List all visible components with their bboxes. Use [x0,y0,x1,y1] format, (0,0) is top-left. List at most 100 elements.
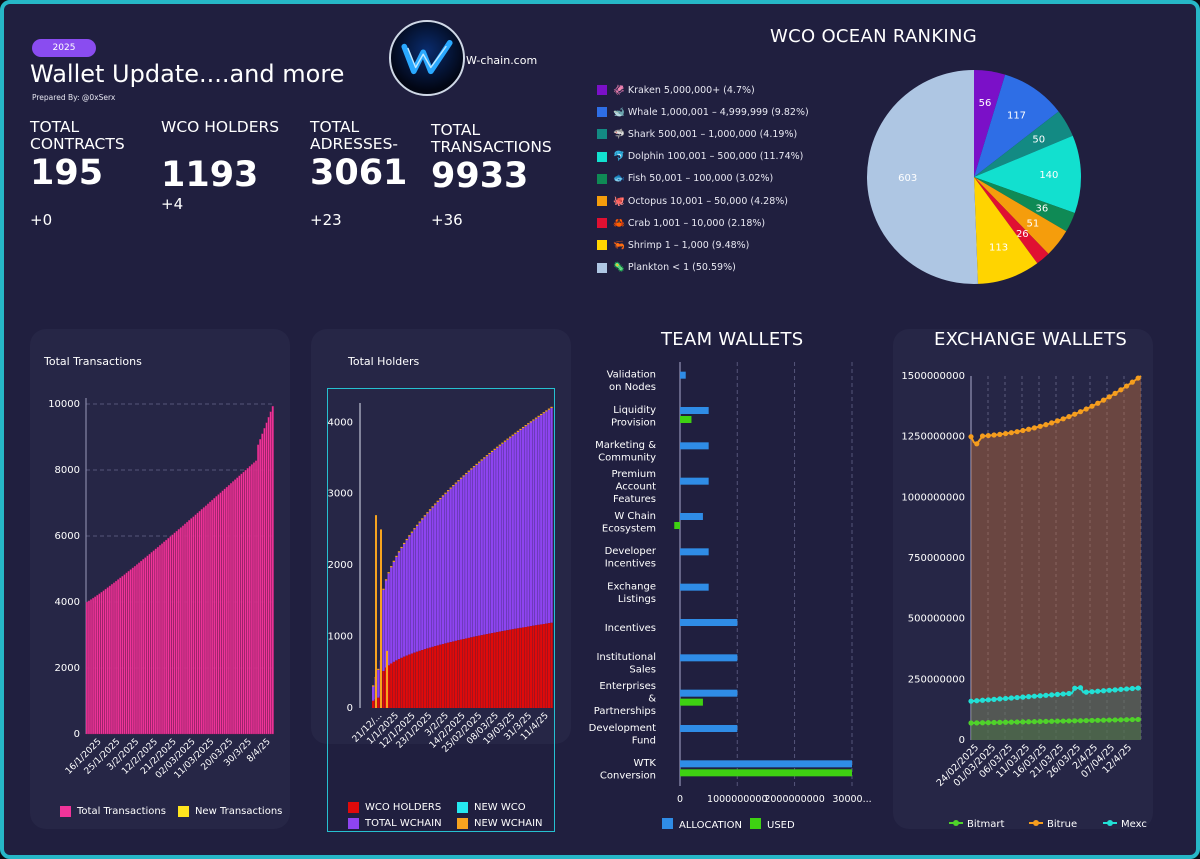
bar-wco-holders [372,700,375,708]
point-bitmart [1106,717,1112,723]
bar-total-wchain [524,426,527,628]
legend-label: 🦈 Shark 500,001 – 1,000,000 (4.19%) [613,128,798,140]
bar-new-wchain [480,459,483,461]
bar [196,512,199,735]
point-bitrue [1123,383,1130,389]
point-bitmart [1123,717,1130,723]
logo-text: W-chain.com [466,54,538,67]
bar-wco-holders [465,638,468,708]
bar-wco-holders [490,633,494,708]
legend-item: 🦑 Kraken 5,000,000+ (4.7%) [597,79,809,101]
category-label: Ecosystem [602,523,656,534]
point-bitrue [1118,387,1124,393]
bar-new-wchain [421,518,424,520]
bar-total-wchain [444,493,447,644]
category-label: WTK [633,758,656,769]
legend-item: 🐙 Octopus 10,001 – 50,000 (4.28%) [597,190,809,212]
legend-swatch [597,85,607,96]
bar-allocation [680,619,738,626]
bar [184,523,187,735]
legend-label: NEW WCHAIN [474,817,543,829]
category-label: Sales [629,665,656,676]
point-bitrue [991,432,997,438]
bar-wco-holders [547,623,551,708]
point-mexc [1077,685,1084,691]
point-mexc [979,697,986,703]
bar-total-wchain [434,504,437,647]
point-mexc [1066,690,1072,697]
point-bitmart [1066,718,1072,724]
x-tick-label: 30000... [832,794,871,805]
bar-total-wchain [431,507,434,647]
bar-new-wchain [478,461,481,463]
bar-total-wchain [534,418,538,626]
bar [204,505,207,735]
bar-total-wchain [418,522,421,651]
bar-new-wchain [372,685,375,687]
point-bitmart [1031,719,1037,725]
prepared-by: Prepared By: @0xSerx [32,93,116,102]
bar-wco-holders [527,626,530,708]
point-bitmart [1129,716,1135,723]
bar-total-wchain [441,496,445,645]
bar [177,529,180,735]
bar-new-wchain [550,406,553,408]
tx-legend: Total Transactions New Transactions [60,806,282,817]
point-mexc [1072,685,1078,691]
legend-item: 🐟 Fish 50,001 – 100,000 (3.02%) [597,168,809,190]
point-bitrue [1100,397,1107,403]
bar-wco-holders [493,632,496,708]
bar-total-wchain [382,589,385,671]
legend-marker [1107,820,1113,826]
bar [113,582,115,735]
bar [131,567,134,735]
point-mexc [1083,689,1089,695]
kpi-wco-holders: WCO HOLDERS 1193 +4 [161,119,291,214]
bar-new-wchain [446,490,450,492]
kpi-value: 3061 [310,153,408,193]
pie-slice [974,177,1038,284]
bar-total-wchain [514,433,517,629]
bar-total-wchain [449,488,452,643]
bar [106,587,109,735]
bar-allocation [680,477,709,485]
point-bitmart [1008,719,1014,725]
bar [255,460,258,735]
bar [265,422,268,735]
bar-wco-holders [382,670,385,708]
bar-new-wchain [426,512,429,514]
point-mexc [1008,695,1014,701]
bar-new-wchain [459,477,463,479]
point-bitrue [1037,423,1043,429]
pie-slice [974,70,1006,177]
bar [87,600,90,735]
bar [213,498,216,735]
bar-total-wchain [478,462,481,636]
bar-wco-holders [413,652,416,708]
bar-wco-holders [483,634,486,708]
legend-swatch [177,806,189,817]
bar [100,592,103,735]
bar-new-wchain [532,419,535,421]
x-tick-label: 2000000000 [764,794,824,805]
legend-label: NEW WCO [474,801,526,813]
point-mexc [1060,691,1066,697]
bar [215,496,218,735]
bar [163,541,166,735]
point-bitmart [1049,718,1055,724]
bar-wco-holders [496,632,499,708]
bar-wco-holders [503,630,507,708]
bar-wco-holders [457,640,460,708]
point-bitrue [1129,379,1135,385]
pie-slice-label: 50 [1032,134,1045,145]
point-mexc [1054,691,1061,697]
bar-new-wchain [397,551,401,553]
bar-new-wchain [467,470,470,472]
bar-allocation [680,548,709,556]
bar [171,534,174,735]
bar [108,585,111,735]
team-legend: ALLOCATION USED [662,818,795,831]
point-mexc [1118,686,1124,693]
point-bitmart [968,720,974,726]
legend-item: 🦠 Plankton < 1 (50.59%) [597,257,809,279]
